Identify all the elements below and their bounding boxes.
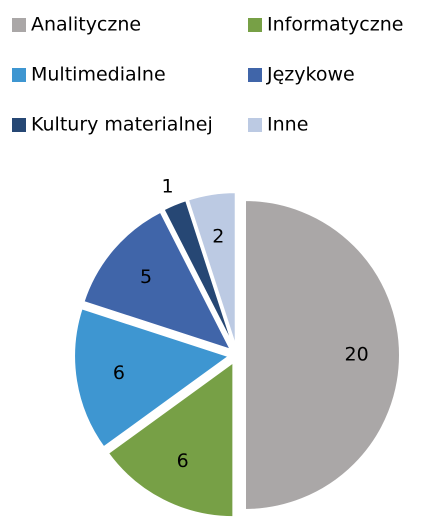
- legend-swatch: [12, 118, 26, 132]
- pie-slice: [73, 307, 232, 449]
- pie-slice: [186, 191, 237, 348]
- legend-label: Inne: [267, 114, 308, 136]
- data-label: 2: [212, 225, 224, 247]
- legend-swatch: [12, 18, 26, 32]
- legend-label: Językowe: [266, 64, 355, 86]
- legend-swatch: [248, 118, 262, 132]
- data-label: 6: [113, 362, 125, 384]
- pie-slice: [106, 360, 235, 518]
- pie-slice: [82, 210, 233, 352]
- pie-slice: [244, 198, 401, 512]
- legend-swatch: [248, 18, 262, 32]
- data-label: 6: [177, 450, 189, 472]
- legend-swatch: [248, 68, 262, 82]
- legend-label: Kultury materialnej: [31, 114, 213, 136]
- legend-label: Informatyczne: [267, 14, 403, 36]
- data-label: 20: [345, 344, 369, 366]
- legend-label: Multimedialne: [31, 64, 166, 86]
- legend-swatch: [12, 68, 26, 82]
- data-label: 1: [161, 176, 173, 198]
- data-label: 5: [140, 266, 152, 288]
- legend-label: Analityczne: [31, 14, 141, 36]
- pie-slice: [162, 198, 235, 349]
